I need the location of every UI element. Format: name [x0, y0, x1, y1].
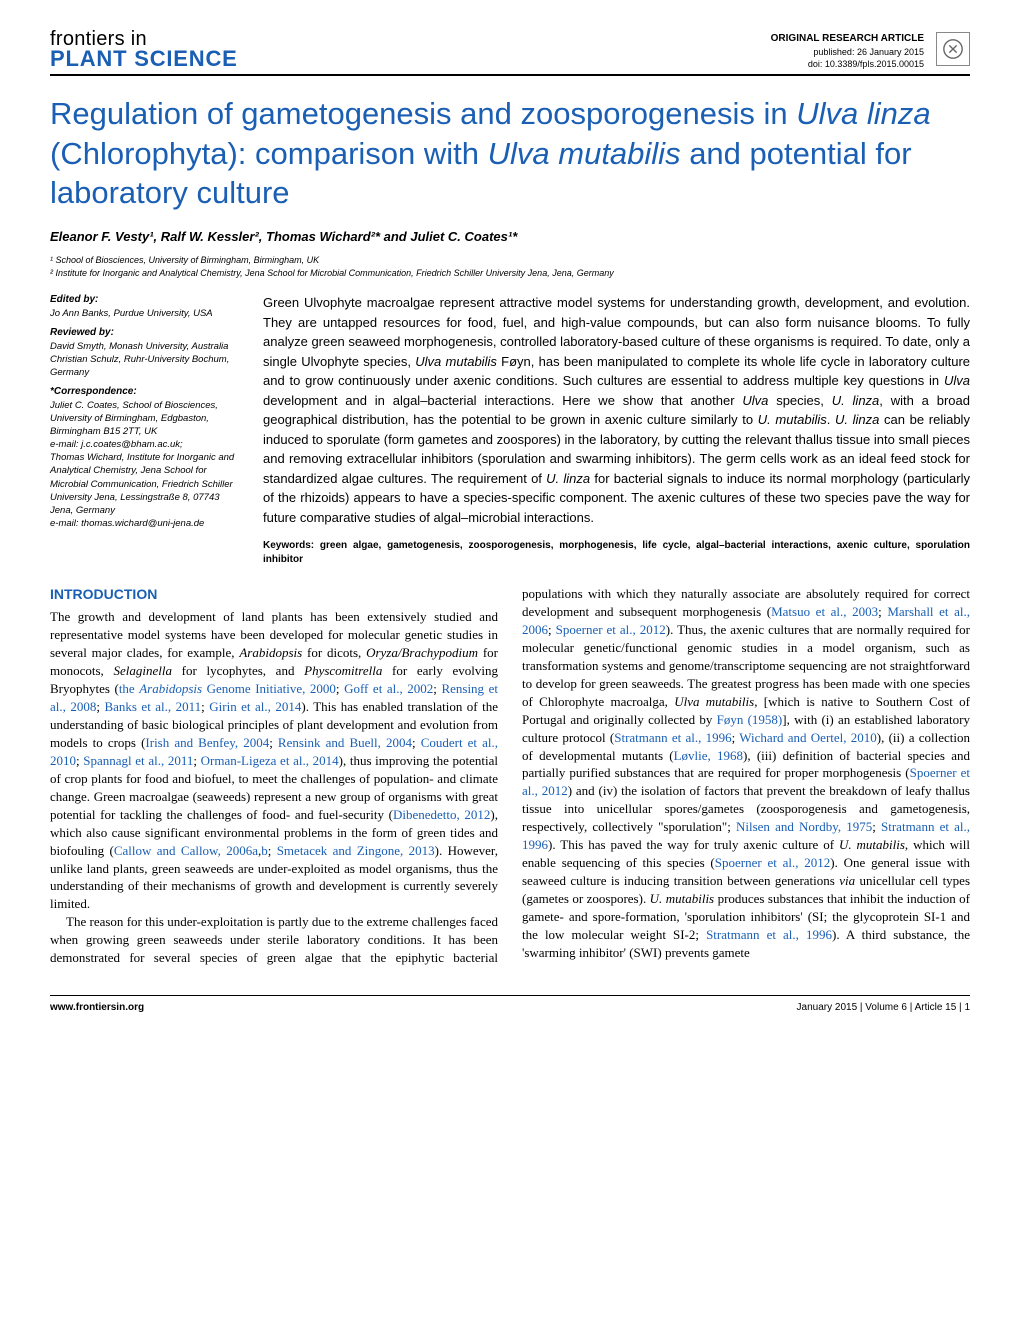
edited-by-heading: Edited by:	[50, 293, 245, 307]
crossmark-icon[interactable]	[936, 32, 970, 66]
footer-url[interactable]: www.frontiersin.org	[50, 1002, 144, 1013]
footer-citation: January 2015 | Volume 6 | Article 15 | 1	[797, 1002, 970, 1013]
reviewer-2: Christian Schulz, Ruhr-University Bochum…	[50, 353, 245, 379]
correspondence-1: Juliet C. Coates, School of Biosciences,…	[50, 399, 245, 438]
article-type: ORIGINAL RESEARCH ARTICLE	[771, 32, 924, 46]
reviewer-1: David Smyth, Monash University, Australi…	[50, 340, 245, 353]
edited-by: Jo Ann Banks, Purdue University, USA	[50, 307, 245, 320]
affiliation-1: ¹ School of Biosciences, University of B…	[50, 254, 970, 267]
page-footer: www.frontiersin.org January 2015 | Volum…	[50, 995, 970, 1013]
intro-paragraph-1: The growth and development of land plant…	[50, 608, 498, 913]
page-header: frontiers in PLANT SCIENCE ORIGINAL RESE…	[50, 30, 970, 76]
correspondence-1-email[interactable]: e-mail: j.c.coates@bham.ac.uk;	[50, 438, 245, 451]
abstract-block: Edited by: Jo Ann Banks, Purdue Universi…	[50, 293, 970, 567]
author-list: Eleanor F. Vesty¹, Ralf W. Kessler², Tho…	[50, 229, 970, 244]
affiliation-2: ² Institute for Inorganic and Analytical…	[50, 267, 970, 280]
correspondence-2: Thomas Wichard, Institute for Inorganic …	[50, 451, 245, 517]
article-title: Regulation of gametogenesis and zoosporo…	[50, 94, 970, 213]
abstract-text: Green Ulvophyte macroalgae represent att…	[263, 293, 970, 527]
correspondence-2-email[interactable]: e-mail: thomas.wichard@uni-jena.de	[50, 517, 245, 530]
affiliations: ¹ School of Biosciences, University of B…	[50, 254, 970, 279]
body-columns: INTRODUCTION The growth and development …	[50, 585, 970, 967]
journal-logo: frontiers in PLANT SCIENCE	[50, 30, 238, 70]
keywords: Keywords: green algae, gametogenesis, zo…	[263, 539, 970, 567]
doi[interactable]: doi: 10.3389/fpls.2015.00015	[771, 58, 924, 70]
editorial-sidebar: Edited by: Jo Ann Banks, Purdue Universi…	[50, 293, 245, 567]
abstract-main: Green Ulvophyte macroalgae represent att…	[263, 293, 970, 567]
correspondence-heading: *Correspondence:	[50, 385, 245, 399]
published-date: published: 26 January 2015	[771, 46, 924, 58]
header-meta-block: ORIGINAL RESEARCH ARTICLE published: 26 …	[771, 32, 970, 70]
reviewed-by-heading: Reviewed by:	[50, 326, 245, 340]
section-heading-introduction: INTRODUCTION	[50, 585, 498, 604]
journal-name-line2: PLANT SCIENCE	[50, 49, 238, 70]
